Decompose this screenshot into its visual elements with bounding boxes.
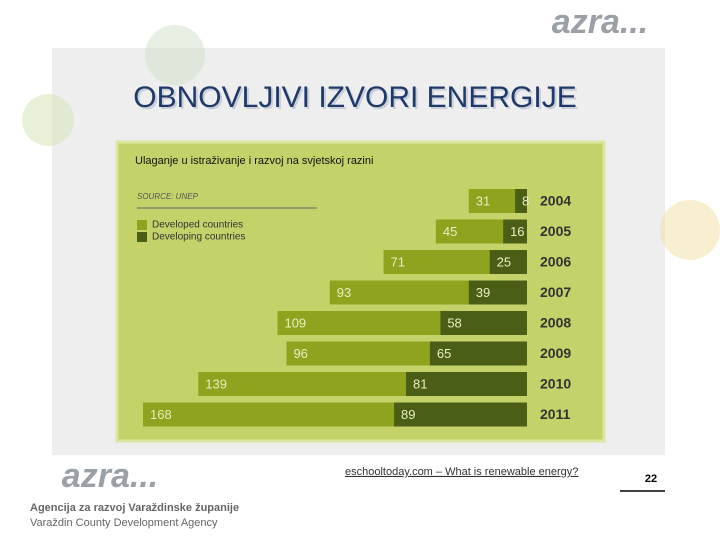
bar-segment	[440, 311, 527, 335]
category-label: 2004	[540, 193, 571, 209]
value-label: 96	[293, 346, 307, 361]
bar-segment	[515, 189, 527, 213]
value-label: 31	[476, 193, 490, 208]
category-label: 2007	[540, 284, 571, 300]
value-label: 71	[391, 254, 405, 269]
category-label: 2005	[540, 223, 571, 239]
value-label: 8	[522, 193, 529, 208]
legend-swatch	[137, 232, 147, 242]
category-label: 2011	[540, 406, 571, 422]
bar-segment	[489, 250, 527, 274]
legend-swatch	[137, 220, 147, 230]
source-link[interactable]: eschooltoday.com – What is renewable ene…	[345, 466, 578, 478]
bar-segment	[277, 311, 441, 335]
bar-segment	[435, 219, 504, 244]
value-label: 81	[413, 376, 427, 391]
bar-segment	[429, 341, 527, 366]
agency-name: Agencija za razvoj Varaždinske županije	[30, 502, 239, 514]
bar-segment	[468, 280, 527, 305]
decor	[145, 25, 205, 85]
bar-segment	[503, 219, 527, 244]
category-label: 2010	[540, 376, 571, 392]
chart-source: SOURCE: UNEP	[137, 192, 199, 201]
value-label: 168	[150, 407, 172, 422]
bar-segment	[329, 280, 469, 305]
legend-label: Developing countries	[152, 232, 245, 243]
value-label: 39	[476, 285, 490, 300]
category-label: 2009	[540, 345, 571, 361]
bar-segment	[143, 402, 395, 427]
category-label: 2006	[540, 254, 571, 270]
bar-segment	[468, 189, 516, 213]
category-label: 2008	[540, 315, 571, 331]
bar-segment	[383, 250, 490, 274]
bar-segment	[394, 402, 527, 427]
bar-segment	[405, 372, 527, 396]
value-label: 16	[510, 224, 524, 239]
chart-title: Ulaganje u istraživanje i razvoj na svje…	[135, 155, 373, 167]
decor	[22, 94, 74, 146]
decor	[660, 200, 720, 260]
bar-segment	[198, 372, 406, 396]
value-label: 109	[284, 315, 306, 330]
value-label: 25	[497, 254, 511, 269]
legend-label: Developed countries	[152, 220, 243, 231]
value-label: 89	[401, 407, 415, 422]
title-shadow: OBNOVLJIVI IZVORI ENERGIJE	[135, 83, 578, 116]
bar-segment	[286, 341, 430, 366]
value-label: 58	[447, 315, 461, 330]
value-label: 139	[205, 376, 227, 391]
value-label: 65	[437, 346, 451, 361]
value-label: 45	[443, 224, 457, 239]
value-label: 93	[337, 285, 351, 300]
agency-english: Varaždin County Development Agency	[30, 517, 218, 529]
slide-title: OBNOVLJIVI IZVORI ENERGIJE	[133, 81, 576, 114]
logo: azra...	[552, 3, 648, 41]
logo: azra...	[62, 457, 158, 495]
page-number: 22	[645, 473, 657, 485]
